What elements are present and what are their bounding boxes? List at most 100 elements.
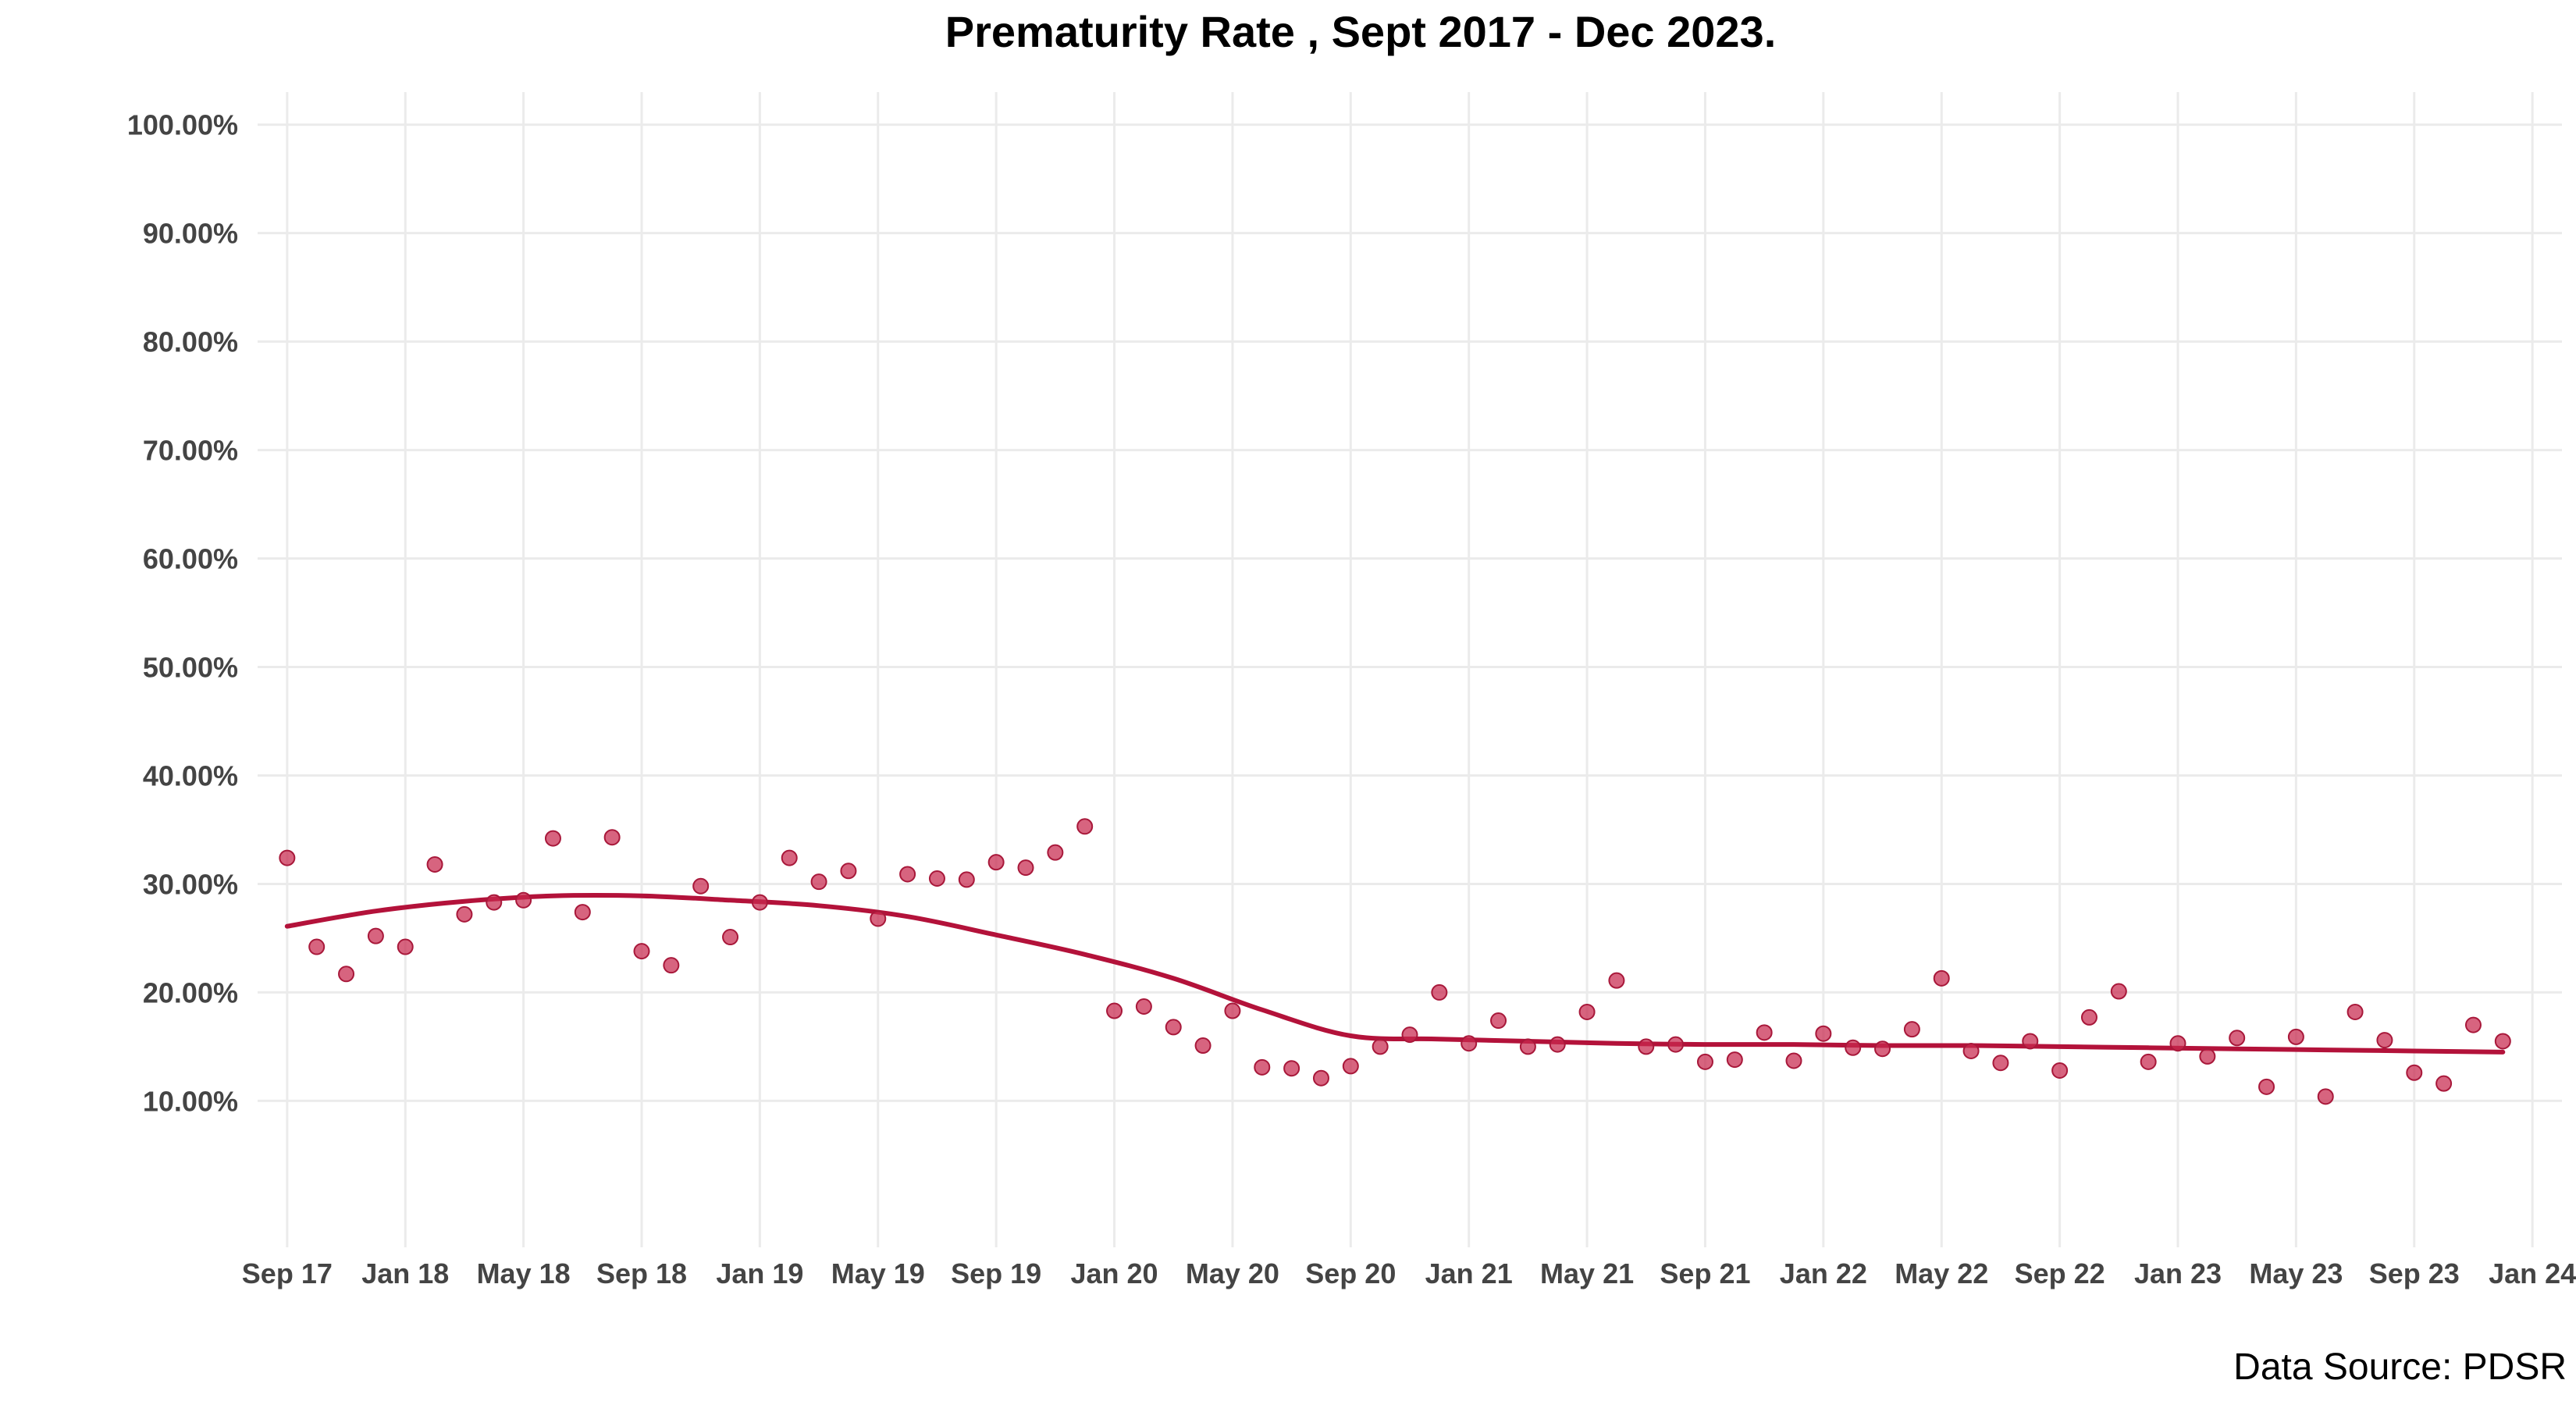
data-point: [2258, 1078, 2275, 1095]
data-point: [2140, 1053, 2157, 1070]
data-point: [2464, 1016, 2482, 1033]
data-point: [2169, 1035, 2186, 1052]
x-tick-label: May 19: [831, 1257, 925, 1289]
data-point: [1903, 1021, 1920, 1038]
axis-tick-labels: 10.00% 20.00% 30.00% 40.00% 50.00% 60.00% 70.0…: [127, 109, 2576, 1289]
x-tick-label: Jan 23: [2134, 1257, 2222, 1289]
y-tick-label: 80.00%: [143, 326, 238, 358]
data-point: [397, 938, 414, 955]
data-point: [2435, 1075, 2453, 1092]
data-point: [1372, 1038, 1389, 1055]
data-point: [1638, 1038, 1655, 1055]
data-point: [544, 830, 561, 847]
x-tick-label: Sep 18: [596, 1257, 687, 1289]
data-point: [1254, 1058, 1271, 1076]
x-tick-label: May 18: [477, 1257, 571, 1289]
y-tick-label: 30.00%: [143, 868, 238, 900]
data-point: [2022, 1033, 2039, 1050]
data-point: [928, 870, 945, 887]
trend-line: [284, 892, 2506, 1055]
x-tick-label: Sep 17: [242, 1257, 333, 1289]
data-point: [1933, 969, 1950, 987]
data-point: [486, 894, 503, 911]
data-point: [1342, 1058, 1359, 1075]
y-tick-label: 20.00%: [143, 976, 238, 1008]
data-point: [1106, 1002, 1123, 1019]
data-point: [1490, 1012, 1507, 1030]
data-point: [308, 938, 326, 955]
x-tick-label: Jan 20: [1070, 1257, 1158, 1289]
x-tick-label: Jan 18: [361, 1257, 449, 1289]
data-point: [515, 891, 532, 909]
data-point: [426, 855, 443, 873]
data-point: [2317, 1088, 2334, 1105]
data-point: [987, 854, 1005, 871]
data-point: [1401, 1026, 1418, 1044]
data-point: [1312, 1069, 1329, 1087]
data-point: [1726, 1051, 1743, 1069]
data-point: [751, 894, 768, 911]
data-point: [2406, 1064, 2423, 1081]
data-point: [1461, 1035, 1478, 1052]
data-point: [1017, 859, 1034, 877]
y-tick-label: 100.00%: [127, 109, 238, 141]
y-tick-label: 10.00%: [143, 1085, 238, 1117]
data-point: [1696, 1053, 1713, 1070]
data-source-note: Data Source: PDSR: [2233, 1346, 2567, 1388]
x-tick-label: Jan 24: [2489, 1257, 2576, 1289]
x-tick-label: Sep 19: [951, 1257, 1041, 1289]
x-tick-label: Sep 20: [1305, 1257, 1396, 1289]
data-point: [1578, 1003, 1596, 1020]
data-point: [2229, 1030, 2246, 1047]
data-point: [722, 929, 739, 946]
x-tick-label: Sep 23: [2369, 1257, 2460, 1289]
data-point: [1962, 1042, 1980, 1059]
data-point: [1549, 1036, 1566, 1053]
data-point: [2494, 1033, 2511, 1050]
data-point: [1283, 1060, 1300, 1077]
data-point: [1667, 1036, 1685, 1053]
data-point: [1845, 1039, 1862, 1056]
data-point: [1224, 1002, 1241, 1019]
data-point: [899, 866, 916, 883]
data-point: [1135, 998, 1152, 1015]
data-point: [2080, 1008, 2097, 1026]
data-point: [1165, 1019, 1182, 1036]
data-point: [1431, 984, 1448, 1001]
data-point: [958, 871, 975, 888]
data-point: [2110, 983, 2127, 1000]
data-point: [2051, 1062, 2069, 1079]
data-point: [633, 943, 650, 960]
y-tick-label: 70.00%: [143, 435, 238, 467]
x-tick-label: May 20: [1186, 1257, 1279, 1289]
data-point: [2376, 1032, 2393, 1049]
data-point: [663, 957, 680, 974]
data-point: [1815, 1025, 1832, 1042]
x-tick-label: May 22: [1895, 1257, 1988, 1289]
data-point: [1047, 844, 1064, 861]
chart-title: Prematurity Rate , Sept 2017 - Dec 2023.: [945, 7, 1777, 56]
x-tick-label: May 23: [2249, 1257, 2343, 1289]
data-point: [840, 863, 857, 880]
x-tick-label: Sep 22: [2015, 1257, 2105, 1289]
x-tick-label: Sep 21: [1660, 1257, 1750, 1289]
data-point: [367, 927, 384, 944]
x-tick-label: Jan 19: [716, 1257, 803, 1289]
data-point: [810, 873, 827, 891]
y-tick-label: 40.00%: [143, 759, 238, 791]
data-point: [870, 910, 887, 927]
data-point: [1519, 1038, 1536, 1055]
data-points: [279, 818, 2511, 1105]
y-tick-label: 90.00%: [143, 218, 238, 250]
data-point: [2287, 1028, 2304, 1045]
data-point: [1785, 1052, 1802, 1069]
y-tick-label: 50.00%: [143, 652, 238, 684]
x-tick-label: Jan 22: [1780, 1257, 1867, 1289]
data-point: [338, 966, 355, 983]
data-point: [603, 829, 621, 846]
data-point: [2347, 1003, 2364, 1020]
x-tick-label: May 21: [1540, 1257, 1634, 1289]
data-point: [1076, 818, 1094, 835]
data-point: [1608, 972, 1625, 989]
